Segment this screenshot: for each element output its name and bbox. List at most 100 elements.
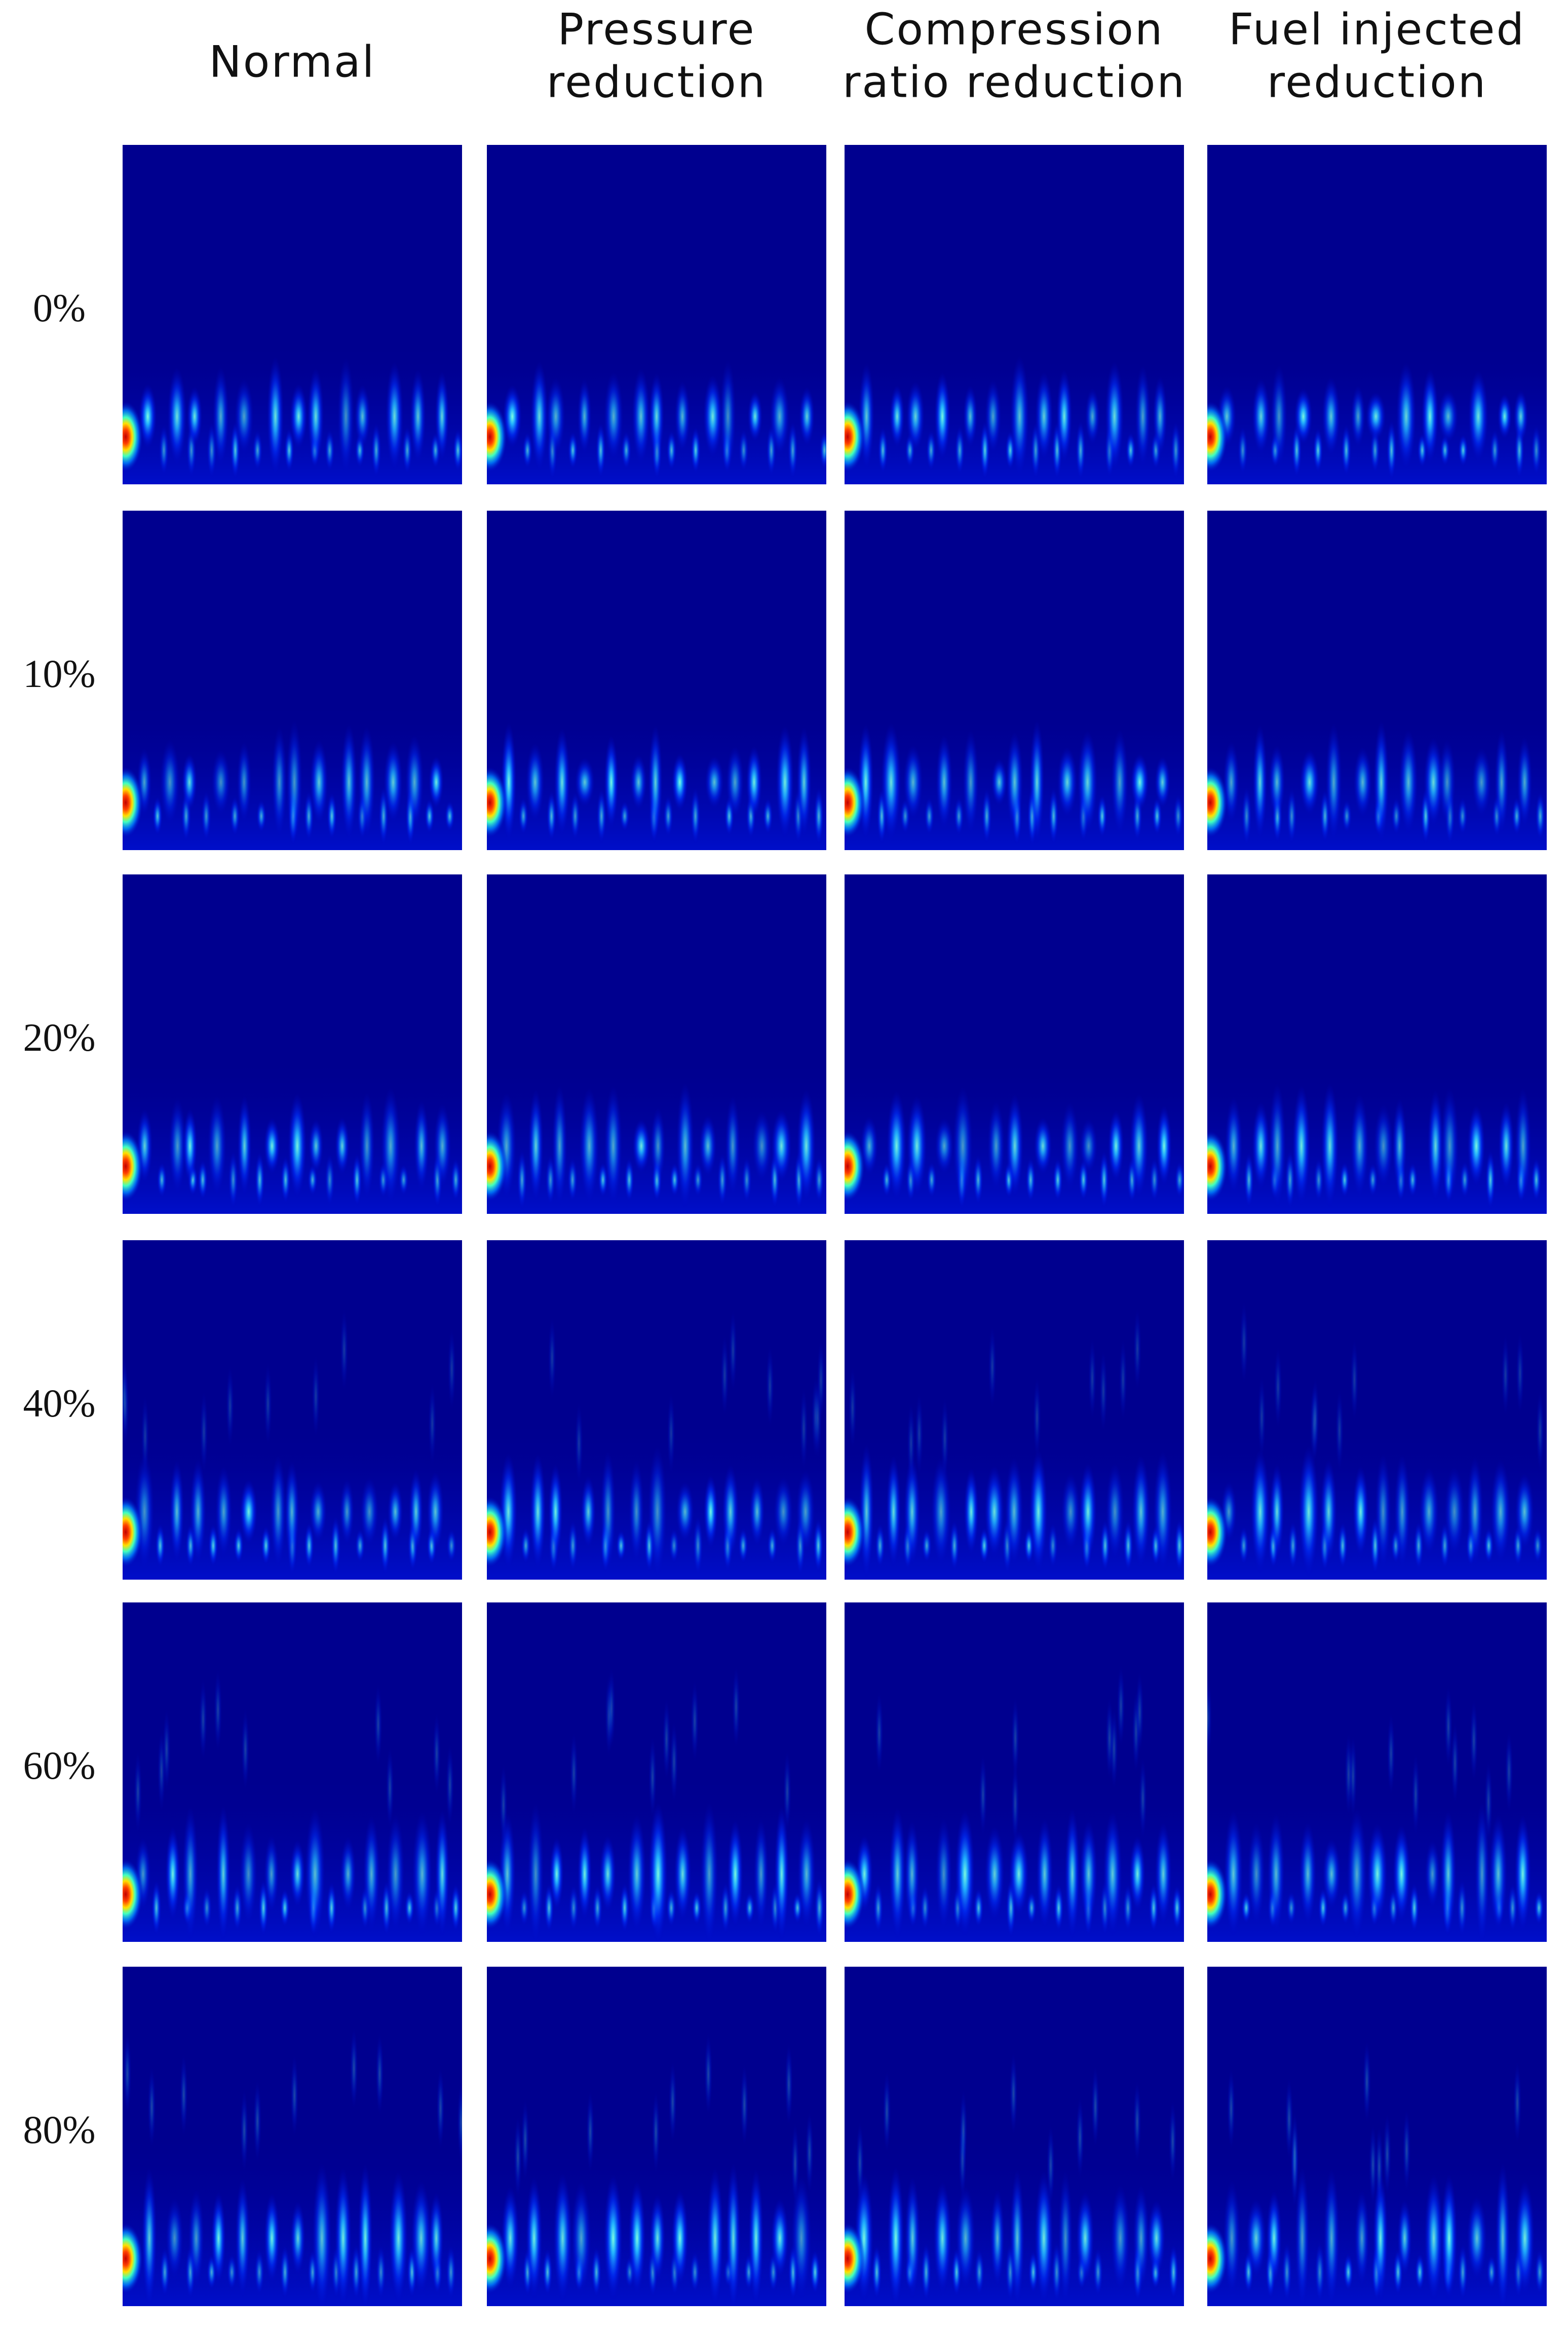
spectrogram-streak <box>603 2174 623 2302</box>
spectrogram-streak <box>649 2194 666 2283</box>
spectrogram-streak <box>575 1403 583 1484</box>
spectrogram-streak <box>799 1388 808 1469</box>
spectrogram-streak <box>599 1835 617 1913</box>
row-label: 40% <box>23 1381 96 1425</box>
spectrogram-streak <box>1396 362 1417 471</box>
spectrogram-streak <box>791 2175 812 2301</box>
row-label: 10% <box>23 652 96 696</box>
spectrogram-streak <box>1149 1158 1160 1202</box>
spectrogram-streak <box>286 720 302 845</box>
spectrogram-streak <box>577 378 592 454</box>
scalogram-panel <box>487 1602 826 1942</box>
spectrogram-streak <box>182 1108 198 1184</box>
spectrogram-streak <box>693 1516 703 1576</box>
spectrogram-streak <box>933 2181 952 2295</box>
spectrogram-streak <box>241 1709 250 1790</box>
spectrogram-streak <box>1472 747 1491 817</box>
spectrogram-streak <box>546 377 565 455</box>
spectrogram-streak <box>591 2247 602 2298</box>
hot-spot <box>1207 1859 1228 1930</box>
spectrogram-streak <box>729 1310 737 1392</box>
hot-spot <box>123 401 143 473</box>
spectrogram-streak <box>405 735 424 830</box>
spectrogram-streak <box>1485 1150 1496 1210</box>
spectrogram-streak <box>748 2169 764 2306</box>
spectrogram-streak <box>1077 730 1098 834</box>
spectrogram-streak <box>452 429 462 472</box>
spectrogram-streak <box>199 1679 207 1761</box>
spectrogram-streak <box>568 1885 579 1931</box>
spectrogram-streak <box>1299 749 1320 815</box>
hot-spot <box>1207 1131 1228 1202</box>
spectrogram-streak <box>1257 1376 1266 1458</box>
spectrogram-streak <box>1424 2174 1443 2303</box>
spectrogram-streak <box>990 2189 1005 2287</box>
spectrogram-streak <box>1269 1083 1286 1209</box>
column-header: reduction <box>547 57 767 107</box>
spectrogram-streak <box>616 1529 626 1562</box>
spectrogram-streak <box>648 724 663 840</box>
spectrogram-streak <box>375 2245 386 2300</box>
spectrogram-streak <box>1080 1118 1098 1174</box>
spectrogram-streak <box>1294 388 1313 445</box>
spectrogram-streak <box>548 1464 563 1560</box>
spectrogram-streak <box>518 797 529 835</box>
spectrogram-streak <box>435 1810 450 1938</box>
spectrogram-streak <box>1225 1097 1243 1195</box>
scalogram-panel <box>845 145 1184 484</box>
spectrogram-streak <box>521 2099 529 2181</box>
spectrogram-streak <box>1344 1734 1353 1815</box>
spectrogram-streak <box>167 367 187 466</box>
spectrogram-streak <box>450 1883 461 1933</box>
spectrogram-streak <box>819 431 826 470</box>
spectrogram-streak <box>1093 2248 1103 2297</box>
spectrogram-streak <box>668 2061 677 2143</box>
spectrogram-streak <box>1153 1451 1172 1573</box>
spectrogram-streak <box>284 428 294 473</box>
spectrogram-streak <box>160 739 180 825</box>
spectrogram-streak <box>796 726 812 838</box>
spectrogram-streak <box>988 1326 997 1407</box>
spectrogram-streak <box>586 2091 595 2172</box>
panel-content <box>845 1967 1184 2306</box>
hot-spot <box>487 767 507 838</box>
spectrogram-streak <box>234 378 254 454</box>
spectrogram-streak <box>984 1465 1005 1558</box>
spectrogram-streak <box>1483 1527 1494 1564</box>
spectrogram-streak <box>1531 425 1542 476</box>
spectrogram-streak <box>1467 1105 1485 1187</box>
spectrogram-streak <box>1335 1390 1344 1471</box>
spectrogram-streak <box>981 788 992 844</box>
spectrogram-streak <box>935 1818 952 1930</box>
spectrogram-streak <box>984 1826 1005 1922</box>
panel-content <box>123 874 462 1214</box>
spectrogram-streak <box>152 796 163 836</box>
spectrogram-streak <box>920 1885 930 1931</box>
spectrogram-streak <box>1173 794 1183 838</box>
spectrogram-streak <box>240 1479 258 1545</box>
spectrogram-streak <box>1444 1686 1452 1767</box>
spectrogram-streak <box>648 373 665 460</box>
spectrogram-streak <box>207 1096 227 1196</box>
spectrogram-streak <box>1034 1117 1052 1175</box>
spectrogram-streak <box>1138 1757 1147 1839</box>
spectrogram-streak <box>1386 420 1397 481</box>
spectrogram-streak <box>334 1117 350 1175</box>
spectrogram-streak <box>1341 424 1352 477</box>
spectrogram-streak <box>1337 1522 1348 1570</box>
panel-content <box>1207 1967 1547 2306</box>
spectrogram-streak <box>1299 1822 1317 1926</box>
spectrogram-streak <box>907 1402 915 1484</box>
spectrogram-streak <box>727 1819 744 1929</box>
spectrogram-streak <box>1111 729 1129 835</box>
spectrogram-streak <box>1105 1463 1124 1561</box>
spectrogram-streak <box>889 385 905 448</box>
hot-spot <box>1207 401 1228 473</box>
spectrogram-streak <box>717 1153 728 1207</box>
scalogram-panel <box>123 145 462 484</box>
spectrogram-streak <box>1174 1519 1184 1573</box>
spectrogram-streak <box>410 369 426 464</box>
spectrogram-streak <box>226 2254 237 2290</box>
spectrogram-streak <box>1010 356 1029 477</box>
spectrogram-streak <box>569 1733 578 1814</box>
